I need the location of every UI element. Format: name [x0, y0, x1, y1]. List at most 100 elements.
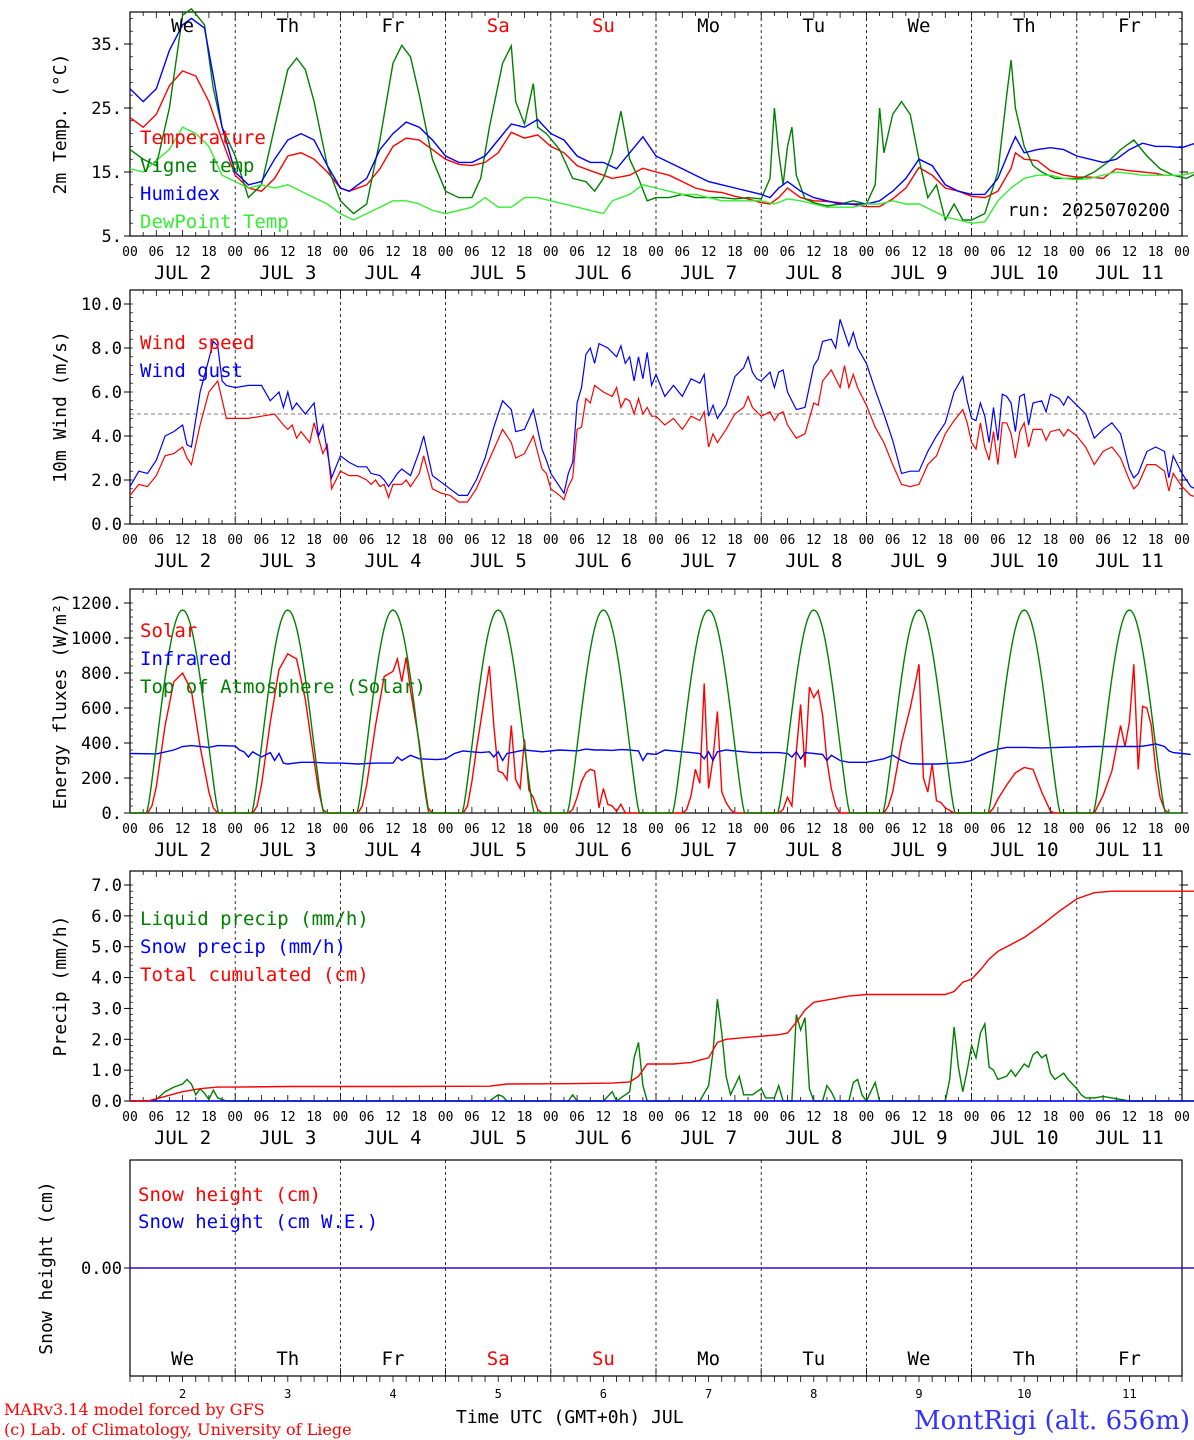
- y-tick-label: 1000.: [71, 629, 122, 649]
- hour-tick-label: 18: [1148, 533, 1164, 548]
- hour-tick-label: 12: [806, 822, 822, 837]
- weekday-label: Th: [276, 15, 299, 37]
- hour-tick-label: 00: [438, 533, 454, 548]
- hour-tick-label: 00: [964, 822, 980, 837]
- legend-entry: Wind speed: [140, 332, 254, 354]
- hour-tick-label: 18: [622, 533, 638, 548]
- date-label: JUL 7: [680, 839, 737, 861]
- hour-tick-label: 06: [1095, 245, 1111, 260]
- hour-tick-label: 18: [622, 245, 638, 260]
- hour-tick-label: 00: [438, 245, 454, 260]
- hour-tick-label: 00: [859, 1110, 875, 1125]
- date-label: JUL 10: [990, 550, 1059, 572]
- hour-tick-label: 00: [859, 533, 875, 548]
- station-name: MontRigi (alt. 656m): [914, 1406, 1190, 1436]
- y-tick-label: 5.0: [91, 938, 122, 958]
- legend-entry: Snow height (cm): [138, 1184, 321, 1206]
- hour-tick-label: 06: [674, 1110, 690, 1125]
- hour-tick-label: 06: [148, 822, 164, 837]
- y-tick-label: 4.0: [91, 969, 122, 989]
- hour-tick-label: 06: [885, 245, 901, 260]
- hour-tick-label: 06: [254, 533, 270, 548]
- weekday-label: Fr: [382, 15, 405, 37]
- hour-tick-label: 06: [674, 245, 690, 260]
- hour-tick-label: 06: [990, 822, 1006, 837]
- hour-tick-label: 06: [1095, 533, 1111, 548]
- date-label: JUL 5: [470, 550, 527, 572]
- y-tick-label: 25.: [91, 99, 122, 119]
- plot-frame: [129, 588, 1183, 814]
- y-tick-label: 6.0: [91, 383, 122, 403]
- y-tick-label: 0.00: [81, 1259, 122, 1279]
- hour-tick-label: 18: [411, 1110, 427, 1125]
- hour-tick-label: 18: [937, 533, 953, 548]
- hour-tick-label: 12: [911, 1110, 927, 1125]
- hour-tick-label: 06: [464, 1110, 480, 1125]
- panel-2: 10m Wind (m/s): [50, 289, 1194, 525]
- legend-entry: DewPoint Temp: [140, 211, 289, 233]
- hour-tick-label: 06: [464, 533, 480, 548]
- credit-model: MARv3.14 model forced by GFS: [4, 1400, 265, 1419]
- hour-tick-label: 06: [254, 1110, 270, 1125]
- day-number-label: 7: [705, 1387, 712, 1401]
- hour-tick-label: 12: [806, 1110, 822, 1125]
- date-label: JUL 11: [1095, 550, 1164, 572]
- hour-tick-label: 12: [596, 1110, 612, 1125]
- hour-tick-label: 00: [333, 822, 349, 837]
- hour-tick-label: 18: [306, 245, 322, 260]
- hour-tick-label: 18: [937, 245, 953, 260]
- hour-tick-label: 06: [780, 533, 796, 548]
- hour-tick-label: 18: [306, 533, 322, 548]
- hour-tick-label: 12: [280, 245, 296, 260]
- hour-tick-label: 00: [438, 822, 454, 837]
- hour-tick-label: 06: [1095, 822, 1111, 837]
- hour-tick-label: 12: [806, 533, 822, 548]
- hour-tick-label: 06: [990, 533, 1006, 548]
- weekday-label: Tu: [802, 15, 825, 37]
- legend-entry: Liquid precip (mm/h): [140, 908, 369, 930]
- hour-tick-label: 00: [122, 533, 138, 548]
- legend-entry: Top of Atmosphere (Solar): [140, 676, 426, 698]
- hour-tick-label: 06: [569, 1110, 585, 1125]
- date-label: JUL 5: [470, 262, 527, 284]
- hour-tick-label: 00: [543, 245, 559, 260]
- hour-tick-label: 18: [727, 533, 743, 548]
- hour-tick-label: 00: [122, 1110, 138, 1125]
- hour-tick-label: 06: [148, 245, 164, 260]
- date-label: JUL 5: [470, 1127, 527, 1149]
- date-label: JUL 9: [890, 550, 947, 572]
- hour-tick-label: 12: [1016, 822, 1032, 837]
- date-label: JUL 10: [990, 839, 1059, 861]
- hour-tick-label: 12: [175, 533, 191, 548]
- date-label: JUL 8: [785, 262, 842, 284]
- series-line-liquid-precip-mm-h-: [130, 999, 1194, 1103]
- hour-tick-label: 18: [1043, 1110, 1059, 1125]
- date-label: JUL 3: [259, 839, 316, 861]
- hour-tick-label: 12: [280, 822, 296, 837]
- hour-tick-label: 00: [333, 1110, 349, 1125]
- hour-tick-label: 06: [359, 822, 375, 837]
- hour-tick-label: 12: [701, 1110, 717, 1125]
- date-label: JUL 3: [259, 1127, 316, 1149]
- date-label: JUL 6: [575, 839, 632, 861]
- y-tick-label: 6.0: [91, 907, 122, 927]
- hour-tick-label: 06: [148, 533, 164, 548]
- hour-tick-label: 18: [411, 245, 427, 260]
- hour-tick-label: 06: [885, 822, 901, 837]
- hour-tick-label: 18: [727, 1110, 743, 1125]
- series-line-top-of-atmosphere-solar-: [130, 609, 1182, 814]
- y-tick-label: 7.0: [91, 876, 122, 896]
- hour-tick-label: 00: [122, 245, 138, 260]
- hour-tick-label: 00: [543, 533, 559, 548]
- weekday-label: Fr: [1118, 1348, 1141, 1370]
- hour-tick-label: 12: [1016, 1110, 1032, 1125]
- hour-tick-label: 06: [674, 822, 690, 837]
- run-label: run: 2025070200: [1007, 200, 1170, 221]
- hour-tick-label: 12: [385, 1110, 401, 1125]
- y-tick-label: 15.: [91, 163, 122, 183]
- weekday-label: Mo: [697, 1348, 720, 1370]
- date-label: JUL 6: [575, 1127, 632, 1149]
- hour-tick-label: 12: [701, 533, 717, 548]
- date-label: JUL 10: [990, 262, 1059, 284]
- weekday-label: Fr: [1118, 15, 1141, 37]
